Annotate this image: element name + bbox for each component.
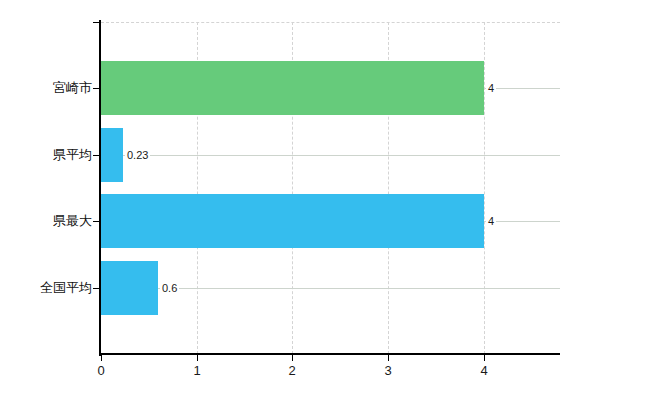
bar-chart: 4 0.23 4 0.6 宮崎市県平均県最大全国平均 0 1 2 3 4 xyxy=(0,0,650,400)
gridline-horizontal xyxy=(101,155,560,156)
category-label: 県平均 xyxy=(4,146,92,164)
bar-value-label: 0.23 xyxy=(125,149,150,162)
x-axis-tick-label: 1 xyxy=(193,363,200,378)
bar-value-label: 0.6 xyxy=(160,282,179,295)
category-label: 宮崎市 xyxy=(4,79,92,97)
bar-value-label: 4 xyxy=(486,215,496,228)
x-axis-tick xyxy=(292,355,293,361)
x-axis-tick-label: 4 xyxy=(480,363,487,378)
y-axis-line xyxy=(99,20,101,356)
category-label: 全国平均 xyxy=(4,279,92,297)
x-axis-tick xyxy=(388,355,389,361)
category-label: 県最大 xyxy=(4,212,92,230)
bar xyxy=(101,128,123,182)
x-axis-tick xyxy=(484,355,485,361)
x-axis-tick-label: 3 xyxy=(384,363,391,378)
bar xyxy=(101,61,484,115)
x-axis-line xyxy=(99,353,560,355)
gridline-top-border xyxy=(101,22,560,23)
x-axis-tick-label: 0 xyxy=(97,363,104,378)
x-axis-tick-label: 2 xyxy=(288,363,295,378)
x-axis-tick xyxy=(101,355,102,361)
x-axis-tick xyxy=(197,355,198,361)
bar-value-label: 4 xyxy=(486,82,496,95)
bar xyxy=(101,194,484,248)
bar xyxy=(101,261,158,315)
